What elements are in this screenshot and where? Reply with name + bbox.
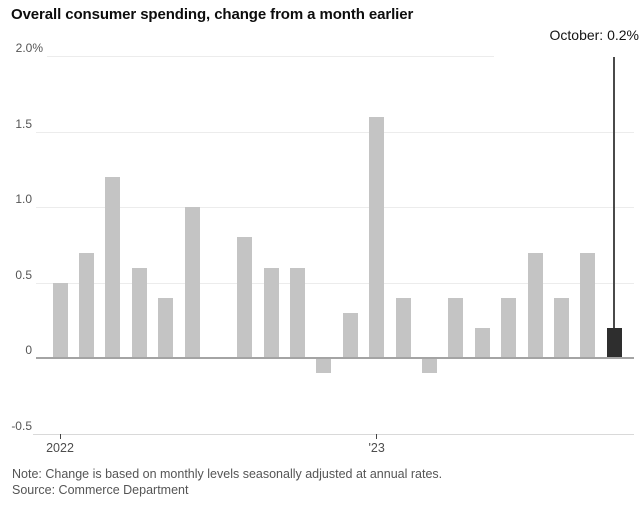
bar-feb-2023 [395, 297, 411, 359]
bar-jan-2023 [369, 116, 385, 359]
annotation-callout-line [613, 57, 615, 328]
bar-aug-2023 [553, 297, 569, 359]
bar-jan-2022 [52, 282, 68, 359]
y-axis-label--0.5: -0.5 [9, 419, 34, 433]
note-text: Note: Change is based on monthly levels … [12, 467, 443, 481]
bar-sep-2022 [263, 267, 279, 359]
bar-mar-2023 [422, 358, 437, 374]
y-axis-label-1.0: 1.0 [13, 192, 34, 207]
x-tick-23 [376, 434, 378, 439]
bar-oct-2022 [290, 267, 305, 359]
source-text: Source: Commerce Department [12, 483, 189, 497]
bar-sep-2023 [580, 252, 596, 359]
bar-oct-2023-highlighted [606, 328, 622, 359]
chart-title: Overall consumer spending, change from a… [11, 6, 414, 23]
gridline-2.0% [47, 56, 634, 57]
bar-dec-2022 [342, 313, 358, 359]
bar-nov-2022 [316, 358, 332, 374]
bar-jul-2023 [527, 252, 543, 359]
y-axis-label-0.5: 0.5 [13, 267, 34, 282]
bar-apr-2022 [131, 267, 147, 359]
y-axis-label-1.5: 1.5 [13, 116, 34, 131]
bar-apr-2023 [448, 297, 464, 359]
bar-may-2023 [474, 328, 490, 359]
bar-mar-2022 [105, 177, 121, 359]
gridline--0.5 [33, 434, 634, 435]
annotation-label: October: 0.2% [494, 25, 640, 57]
bar-feb-2022 [78, 252, 94, 359]
gridline-0.5 [36, 282, 634, 284]
y-axis-label-2.0%: 2.0% [13, 41, 45, 55]
bar-may-2022 [158, 297, 174, 359]
gridline-1.0 [36, 207, 634, 209]
bar-aug-2022 [237, 237, 253, 359]
x-tick-2022 [59, 434, 61, 439]
gridline-1.5 [36, 131, 634, 133]
gridline-0 [36, 357, 634, 360]
y-axis-label-0: 0 [23, 343, 34, 358]
bar-jun-2023 [501, 297, 517, 359]
bar-jun-2022 [184, 207, 200, 359]
x-axis-label-2022: 2022 [46, 441, 74, 455]
x-axis-label-23: '23 [368, 441, 385, 455]
